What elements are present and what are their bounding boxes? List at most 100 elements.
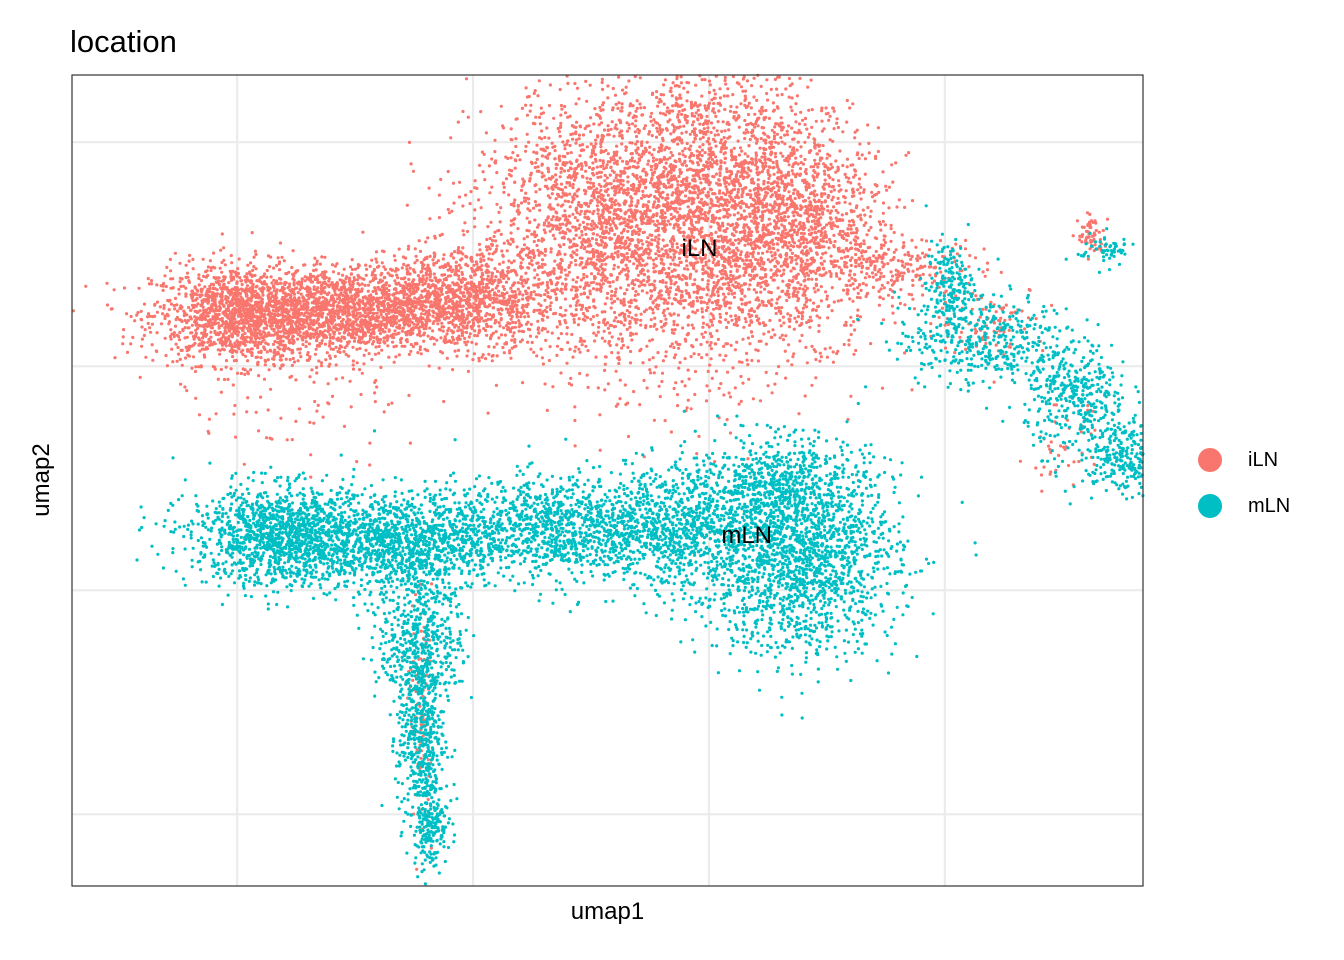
- point-iln: [481, 353, 485, 357]
- point-iln: [214, 316, 218, 320]
- point-iln: [239, 295, 243, 299]
- point-iln: [642, 106, 647, 110]
- point-iln: [649, 181, 653, 185]
- point-iln: [330, 322, 334, 326]
- point-iln: [412, 268, 416, 272]
- point-iln: [296, 324, 300, 328]
- point-iln: [253, 319, 257, 324]
- point-iln: [454, 267, 459, 271]
- point-iln: [458, 303, 462, 307]
- point-iln: [296, 269, 300, 273]
- point-iln: [495, 269, 500, 274]
- point-iln: [276, 320, 280, 324]
- point-iln: [533, 89, 537, 93]
- point-iln: [477, 331, 481, 335]
- point-iln: [191, 299, 195, 303]
- point-iln: [199, 279, 204, 283]
- point-iln: [331, 301, 336, 305]
- point-iln: [574, 206, 579, 210]
- point-iln: [478, 163, 482, 167]
- point-iln: [448, 339, 452, 344]
- point-iln: [568, 304, 573, 308]
- point-iln: [453, 291, 457, 296]
- point-iln: [574, 280, 579, 284]
- point-iln: [498, 294, 502, 298]
- point-iln: [237, 330, 241, 334]
- point-iln: [329, 315, 333, 319]
- point-iln: [457, 274, 461, 278]
- point-iln: [227, 281, 231, 285]
- point-iln: [499, 333, 504, 337]
- point-iln: [610, 335, 614, 339]
- point-iln: [237, 288, 241, 292]
- point-iln: [353, 298, 357, 302]
- point-iln: [616, 351, 620, 355]
- point-iln: [428, 217, 432, 221]
- point-iln: [122, 328, 126, 332]
- point-iln: [484, 328, 488, 333]
- point-iln: [276, 256, 280, 260]
- point-iln: [272, 364, 276, 368]
- point-iln: [377, 344, 381, 349]
- point-iln: [585, 274, 589, 279]
- point-iln: [416, 351, 420, 355]
- point-iln: [175, 359, 179, 363]
- point-iln: [243, 372, 247, 376]
- point-iln: [422, 258, 426, 262]
- point-iln: [236, 267, 240, 271]
- point-iln: [493, 267, 497, 271]
- point-iln: [504, 341, 508, 345]
- point-iln: [307, 342, 311, 346]
- point-iln: [315, 326, 319, 330]
- point-iln: [300, 280, 304, 284]
- point-iln: [591, 166, 596, 171]
- point-iln: [253, 300, 258, 304]
- point-iln: [541, 318, 545, 322]
- point-iln: [620, 346, 624, 350]
- point-iln: [245, 272, 249, 276]
- point-iln: [382, 283, 386, 287]
- point-iln: [173, 251, 177, 255]
- point-iln: [472, 263, 476, 267]
- point-iln: [454, 311, 458, 316]
- point-iln: [246, 349, 250, 353]
- point-iln: [245, 314, 249, 318]
- point-iln: [519, 277, 523, 281]
- point-iln: [312, 285, 316, 289]
- point-iln: [437, 193, 441, 197]
- point-iln: [579, 209, 583, 213]
- point-iln: [418, 345, 422, 349]
- point-iln: [197, 283, 201, 287]
- point-iln: [365, 341, 369, 345]
- point-iln: [574, 345, 578, 349]
- point-iln: [402, 262, 406, 266]
- point-iln: [161, 288, 165, 292]
- point-iln: [371, 278, 375, 282]
- point-iln: [563, 231, 568, 235]
- point-iln: [270, 281, 274, 285]
- point-iln: [627, 79, 631, 83]
- point-iln: [537, 277, 541, 281]
- point-iln: [312, 268, 316, 273]
- point-iln: [395, 273, 399, 277]
- point-iln: [392, 300, 396, 304]
- point-iln: [241, 289, 245, 293]
- point-iln: [347, 286, 352, 290]
- point-iln: [397, 247, 401, 251]
- point-iln: [363, 303, 367, 307]
- point-iln: [151, 358, 155, 362]
- point-iln: [445, 285, 449, 289]
- point-iln: [218, 300, 222, 304]
- point-iln: [385, 334, 389, 338]
- point-iln: [490, 238, 495, 243]
- point-iln: [553, 259, 557, 263]
- point-iln: [589, 155, 593, 159]
- point-iln: [238, 276, 242, 280]
- point-iln: [361, 295, 365, 300]
- point-iln: [385, 320, 390, 324]
- point-iln: [256, 346, 260, 350]
- point-iln: [150, 343, 154, 347]
- point-iln: [252, 307, 257, 311]
- point-iln: [530, 259, 534, 263]
- point-iln: [463, 336, 467, 340]
